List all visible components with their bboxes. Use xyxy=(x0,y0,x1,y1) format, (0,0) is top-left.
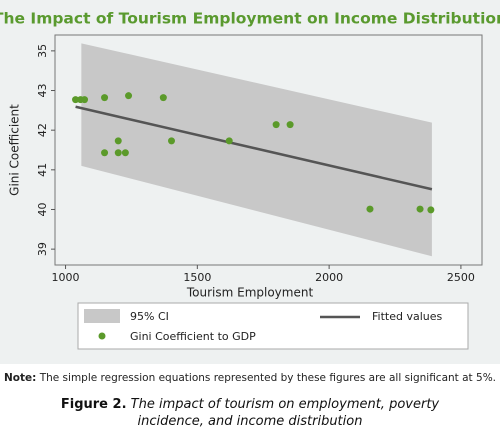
y-tick-label: 42 xyxy=(36,123,49,137)
point xyxy=(366,205,374,213)
point xyxy=(114,149,122,157)
point xyxy=(225,137,233,145)
x-tick-label: 2500 xyxy=(447,271,475,284)
legend xyxy=(77,302,469,350)
y-tick-label: 35 xyxy=(36,44,49,58)
y-tick-label: 39 xyxy=(36,242,49,256)
x-tick-label: 1500 xyxy=(183,271,211,284)
caption: Figure 2. The impact of tourism on emplo… xyxy=(40,396,460,430)
legend-swatch xyxy=(84,309,120,323)
point xyxy=(121,149,129,157)
legend-label: Fitted values xyxy=(372,310,443,323)
chart: The Impact of Tourism Employment on Inco… xyxy=(0,0,500,364)
point xyxy=(416,205,424,213)
point xyxy=(125,92,133,100)
note: Note: The simple regression equations re… xyxy=(4,372,496,384)
chart-title: The Impact of Tourism Employment on Inco… xyxy=(0,10,500,28)
point xyxy=(286,121,294,129)
caption-text: The impact of tourism on employment, pov… xyxy=(130,397,440,429)
legend-label: Gini Coefficient to GDP xyxy=(130,330,256,343)
point xyxy=(101,149,109,157)
point xyxy=(72,96,80,104)
point xyxy=(101,94,109,102)
point xyxy=(272,121,280,129)
y-tick-label: 40 xyxy=(36,202,49,216)
point xyxy=(159,94,167,102)
y-tick-label: 43 xyxy=(36,84,49,98)
x-axis-title: Tourism Employment xyxy=(186,286,314,300)
x-tick-label: 1000 xyxy=(52,271,80,284)
fitted-line xyxy=(75,105,433,191)
note-label: Note: xyxy=(4,372,37,384)
point xyxy=(114,137,122,145)
point xyxy=(168,137,176,145)
point xyxy=(427,206,435,214)
caption-label: Figure 2. xyxy=(60,397,127,412)
point xyxy=(81,96,89,104)
x-tick-label: 2000 xyxy=(315,271,343,284)
y-tick-label: 41 xyxy=(36,163,49,177)
note-text: The simple regression equations represen… xyxy=(39,372,497,384)
legend-label: 95% CI xyxy=(130,310,169,323)
legend-swatch xyxy=(98,332,106,340)
y-axis-title: Gini Coefficient xyxy=(8,104,22,196)
